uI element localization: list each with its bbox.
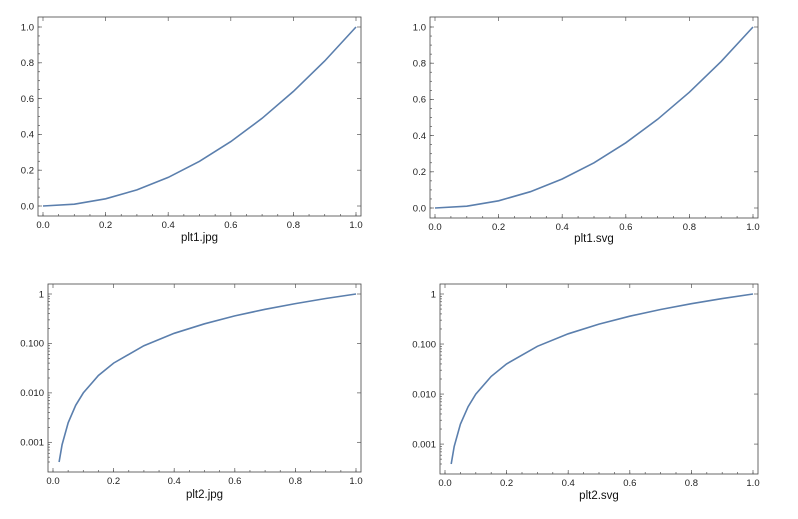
x-tick-label: 1.0 xyxy=(746,222,759,233)
x-tick-label: 0.2 xyxy=(107,476,120,487)
y-tick-label: 0.8 xyxy=(413,59,426,70)
y-tick-label: 0.001 xyxy=(20,438,44,449)
y-tick-label: 0.0 xyxy=(413,203,426,214)
chart-caption: plt2.jpg xyxy=(186,489,223,501)
x-tick-label: 1.0 xyxy=(349,476,362,487)
x-tick-label: 0.4 xyxy=(162,220,175,231)
plot-frame xyxy=(37,16,362,217)
y-tick-label: 0.010 xyxy=(20,388,44,399)
plot-frame xyxy=(439,283,759,475)
y-tick-label: 1 xyxy=(39,289,44,300)
x-tick-label: 0.2 xyxy=(99,220,112,231)
chart-2: 0.0 0.2 0.4 0.6 0.8 1.0 0.0 0.2 0.4 0.6 0.8 1.0 plt1… xyxy=(413,16,760,245)
y-tick-label: 0.001 xyxy=(412,439,436,450)
x-tick-label: 0.4 xyxy=(556,222,569,233)
y-tick-label: 0.100 xyxy=(412,339,436,350)
chart-4: 0.0 0.2 0.4 0.6 0.8 1.0 0.001 0.010 0.100 1 plt2.s… xyxy=(412,283,760,502)
x-tick-label: 1.0 xyxy=(349,220,362,231)
chart-caption: plt1.jpg xyxy=(181,232,218,244)
y-tick-label: 0.2 xyxy=(21,166,34,177)
x-tick-label: 0.0 xyxy=(46,476,59,487)
chart-3: 0.0 0.2 0.4 0.6 0.8 1.0 0.001 0.010 0.100 1 plt2.j… xyxy=(20,283,363,501)
x-tick-label: 0.4 xyxy=(168,476,181,487)
chart-1: 0.0 0.2 0.4 0.6 0.8 1.0 0.0 0.2 0.4 0.6 0.8 1.0 plt1… xyxy=(21,16,363,244)
x-tick-label: 0.0 xyxy=(438,478,451,489)
y-tick-label: 0.6 xyxy=(21,94,34,105)
y-tick-label: 1 xyxy=(431,289,436,300)
x-tick-label: 0.6 xyxy=(224,220,237,231)
y-tick-label: 1.0 xyxy=(21,22,34,33)
x-tick-label: 0.8 xyxy=(289,476,302,487)
y-tick-label: 0.0 xyxy=(21,201,34,212)
y-tick-label: 0.2 xyxy=(413,167,426,178)
y-tick-label: 0.4 xyxy=(21,130,34,141)
x-tick-label: 1.0 xyxy=(746,478,759,489)
series-line xyxy=(42,26,357,207)
x-tick-label: 0.0 xyxy=(36,220,49,231)
y-tick-label: 1.0 xyxy=(413,22,426,33)
x-tick-label: 0.4 xyxy=(562,478,575,489)
series-line xyxy=(434,26,754,209)
x-tick-label: 0.8 xyxy=(685,478,698,489)
x-tick-label: 0.6 xyxy=(623,478,636,489)
x-tick-label: 0.6 xyxy=(619,222,632,233)
series-line xyxy=(58,293,357,463)
y-tick-label: 0.100 xyxy=(20,339,44,350)
x-tick-label: 0.6 xyxy=(228,476,241,487)
x-tick-label: 0.2 xyxy=(500,478,513,489)
y-tick-label: 0.6 xyxy=(413,95,426,106)
plot-frame xyxy=(47,283,362,473)
chart-caption: plt2.svg xyxy=(579,490,619,502)
y-tick-label: 0.010 xyxy=(412,389,436,400)
y-tick-label: 0.8 xyxy=(21,58,34,69)
plot-frame xyxy=(429,16,759,219)
x-tick-label: 0.8 xyxy=(683,222,696,233)
x-tick-label: 0.0 xyxy=(428,222,441,233)
y-tick-label: 0.4 xyxy=(413,131,426,142)
x-tick-label: 0.8 xyxy=(287,220,300,231)
chart-caption: plt1.svg xyxy=(574,233,614,245)
x-tick-label: 0.2 xyxy=(492,222,505,233)
series-line xyxy=(450,293,754,465)
